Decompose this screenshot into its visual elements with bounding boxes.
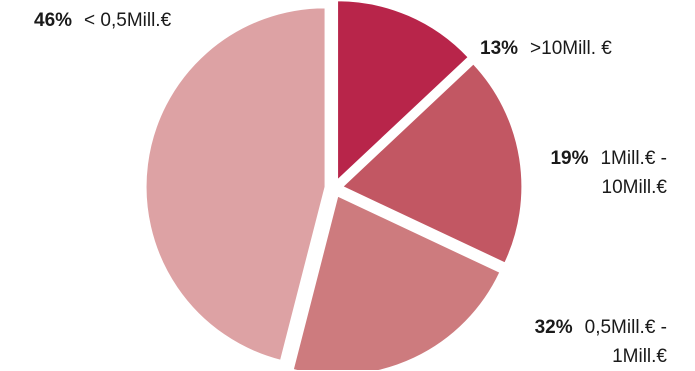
slice-0-5m-1m — [292, 195, 501, 370]
label-slice-less-0-5m: 46% < 0,5Mill.€ — [34, 6, 171, 35]
label-slice-1m-10m: 19% 1Mill.€ - 10Mill.€ — [550, 144, 667, 202]
label-slice-0-5m-1m-category-line2: 1Mill.€ — [612, 346, 667, 367]
slice-less-0-5m — [145, 7, 326, 361]
label-slice-0-5m-1m-category-line1: 0,5Mill.€ - — [584, 317, 667, 338]
label-slice-1m-10m-percent: 19% — [550, 148, 589, 169]
label-slice-0-5m-1m: 32% 0,5Mill.€ - 1Mill.€ — [535, 313, 667, 371]
label-slice-over-10m: 13% >10Mill. € — [480, 34, 612, 63]
label-slice-0-5m-1m-line1: 32% 0,5Mill.€ - — [535, 313, 667, 342]
label-slice-1m-10m-category-line1: 1Mill.€ - — [600, 148, 667, 169]
label-slice-1m-10m-category-line2: 10Mill.€ — [601, 177, 667, 198]
slice-over-10m — [337, 0, 469, 181]
label-slice-less-0-5m-percent: 46% — [34, 10, 73, 31]
label-slice-0-5m-1m-percent: 32% — [534, 317, 573, 338]
label-slice-less-0-5m-category: < 0,5Mill.€ — [84, 10, 172, 31]
label-slice-over-10m-percent: 13% — [480, 38, 519, 59]
pie-slices — [145, 0, 523, 370]
label-slice-1m-10m-line1: 19% 1Mill.€ - — [550, 144, 667, 173]
slice-1m-10m — [342, 63, 523, 264]
label-slice-over-10m-category: >10Mill. € — [530, 38, 612, 59]
